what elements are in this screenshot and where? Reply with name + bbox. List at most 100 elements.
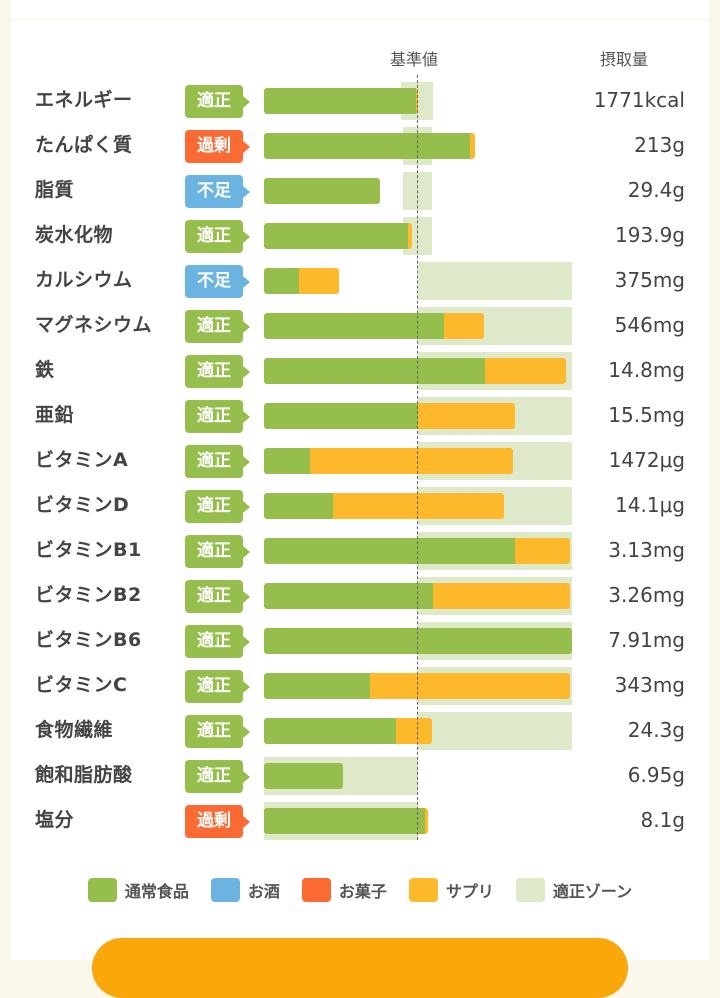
normal-food-segment [264,358,485,384]
status-label: 適正 [197,631,231,651]
intake-value: 1771kcal [593,88,685,112]
nutrient-row: ビタミンB1 適正 3.13mg [0,528,720,573]
intake-value: 14.1μg [615,493,685,517]
intake-header: 摂取量 [600,50,649,69]
nutrient-row: ビタミンC 適正 343mg [0,663,720,708]
nutrient-name: 食物繊維 [35,719,114,741]
legend-label: お酒 [247,882,280,901]
nutrient-row: 塩分 過剰 8.1g [0,798,720,843]
legend-swatch [210,878,240,902]
intake-value: 375mg [614,268,685,292]
status-badge: 適正 [185,445,250,478]
nutrient-name: ビタミンB1 [35,539,142,561]
legend-item: サプリ [408,878,494,902]
legend: 通常食品 お酒 お菓子 サプリ 適正ゾーン [0,878,720,902]
legend-label: お菓子 [338,882,387,901]
status-badge: 過剰 [185,130,250,163]
action-button[interactable] [92,938,628,998]
intake-bar [264,538,571,564]
intake-value: 193.9g [615,223,685,247]
status-label: 適正 [197,541,231,561]
nutrient-row: ビタミンA 適正 1472μg [0,438,720,483]
legend-swatch [87,878,117,902]
nutrient-name: ビタミンB6 [35,629,142,651]
top-card [11,0,709,18]
legend-label: 通常食品 [124,882,189,901]
status-badge: 過剰 [185,805,250,838]
normal-food-segment [264,403,418,429]
legend-swatch [515,878,545,902]
intake-value: 6.95g [627,763,685,787]
intake-bar [264,673,571,699]
supplement-segment [333,493,505,519]
intake-bar [264,718,432,744]
intake-value: 7.91mg [608,628,685,652]
status-label: 適正 [197,496,231,516]
status-label: 適正 [197,766,231,786]
supplement-segment [444,313,485,339]
normal-food-segment [264,718,397,744]
nutrient-name: 炭水化物 [35,224,114,246]
status-label: 適正 [197,226,231,246]
nutrient-row: ビタミンB2 適正 3.26mg [0,573,720,618]
normal-food-segment [264,538,516,564]
status-badge: 適正 [185,580,250,613]
supplement-segment [299,268,340,294]
nutrient-name: ビタミンC [35,674,128,696]
status-badge: 適正 [185,400,250,433]
status-label: 過剰 [197,811,231,831]
nutrient-row: ビタミンD 適正 14.1μg [0,483,720,528]
optimal-zone [418,262,572,300]
intake-value: 1472μg [608,448,685,472]
status-label: 過剰 [197,136,231,156]
legend-item: お菓子 [301,878,387,902]
legend-swatch [408,878,438,902]
normal-food-segment [264,628,572,654]
status-badge: 適正 [185,715,250,748]
nutrient-name: マグネシウム [35,314,153,336]
status-label: 適正 [197,316,231,336]
intake-value: 24.3g [627,718,685,742]
supplement-segment [396,718,432,744]
nutrient-name: 鉄 [35,359,55,381]
intake-bar [264,403,516,429]
status-badge: 不足 [185,265,250,298]
status-badge: 適正 [185,355,250,388]
intake-bar [264,628,572,654]
status-badge: 適正 [185,625,250,658]
status-label: 適正 [197,721,231,741]
legend-label: 適正ゾーン [552,882,633,901]
intake-bar [264,88,418,114]
intake-value: 8.1g [640,808,685,832]
legend-label: サプリ [445,882,494,901]
intake-bar [264,808,428,834]
nutrient-row: 脂質 不足 29.4g [0,168,720,213]
normal-food-segment [264,223,408,249]
intake-bar [264,223,412,249]
normal-food-segment [264,133,471,159]
legend-item: お酒 [210,878,280,902]
legend-item: 適正ゾーン [515,878,633,902]
nutrient-name: ビタミンA [35,449,129,471]
status-label: 適正 [197,676,231,696]
status-badge: 適正 [185,310,250,343]
intake-bar [264,493,505,519]
intake-value: 3.26mg [608,583,685,607]
nutrient-row: マグネシウム 適正 546mg [0,303,720,348]
intake-value: 14.8mg [608,358,685,382]
status-label: 適正 [197,91,231,111]
nutrient-row: カルシウム 不足 375mg [0,258,720,303]
status-label: 適正 [197,406,231,426]
legend-item: 通常食品 [87,878,189,902]
nutrient-name: 亜鉛 [35,404,75,426]
intake-bar [264,358,566,384]
normal-food-segment [264,268,300,294]
normal-food-segment [264,673,371,699]
status-badge: 適正 [185,760,250,793]
status-label: 適正 [197,361,231,381]
intake-value: 343mg [614,673,685,697]
normal-food-segment [264,313,445,339]
intake-value: 546mg [614,313,685,337]
normal-food-segment [264,763,343,789]
supplement-segment [470,133,475,159]
